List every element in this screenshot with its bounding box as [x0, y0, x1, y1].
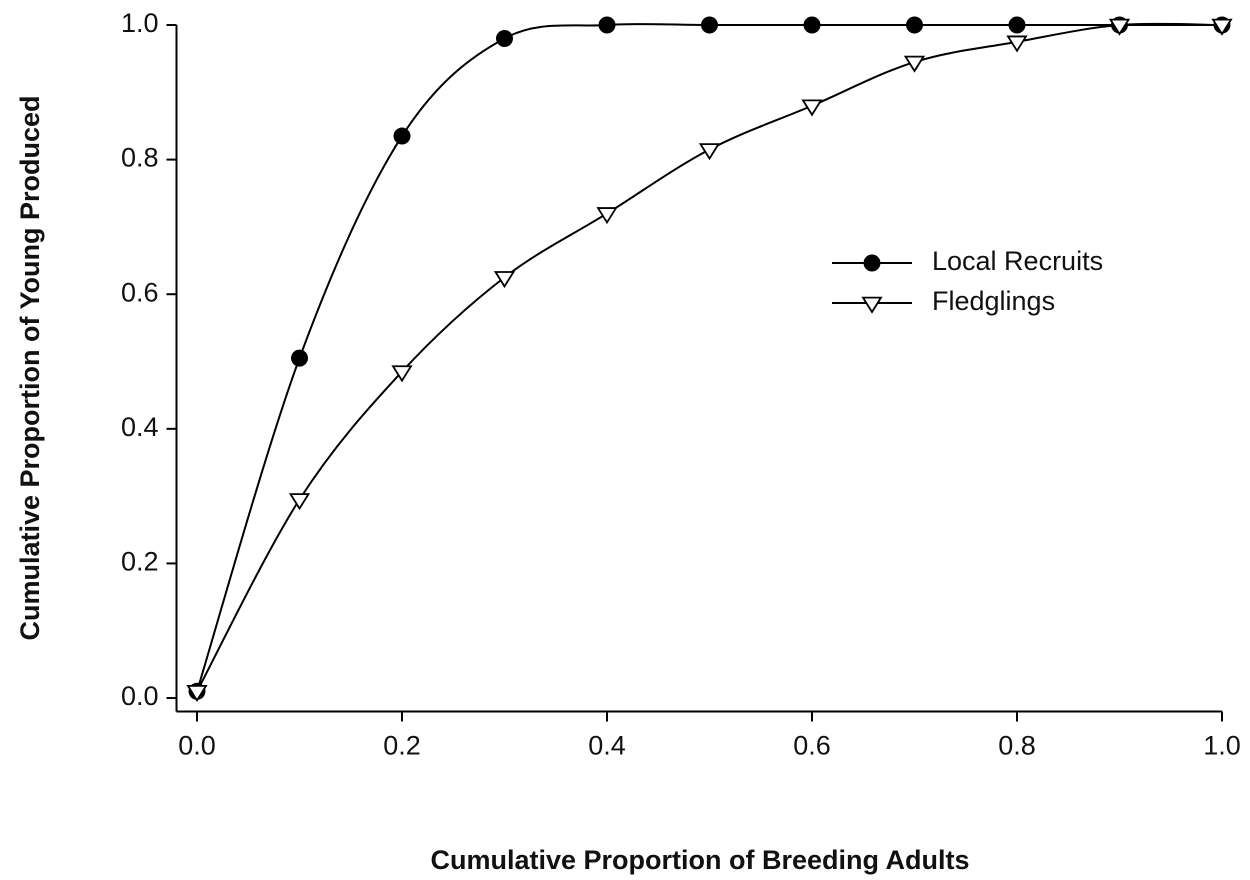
marker [1108, 18, 1131, 36]
marker [186, 685, 208, 703]
x-tick-label: 0.8 [998, 731, 1036, 761]
marker [903, 55, 926, 73]
x-tick-label: 0.0 [178, 731, 216, 761]
marker [391, 365, 413, 383]
series-line [196, 22, 1223, 692]
marker [288, 493, 311, 511]
marker [596, 207, 618, 225]
legend-label: Fledglings [932, 286, 1055, 316]
marker [1211, 18, 1233, 36]
marker [906, 16, 923, 34]
marker [598, 16, 616, 34]
y-tick-label: 0.8 [121, 143, 159, 173]
y-tick-label: 0.2 [121, 547, 159, 577]
marker [698, 143, 721, 161]
legend-marker [861, 296, 883, 314]
y-tick-label: 0.6 [121, 277, 159, 307]
x-axis-title: Cumulative Proportion of Breeding Adults [430, 845, 969, 875]
y-tick-label: 0.4 [121, 412, 159, 442]
y-axis-title: Cumulative Proportion of Young Produced [15, 95, 45, 640]
x-tick-label: 0.4 [588, 731, 626, 761]
x-tick-label: 0.6 [793, 731, 831, 761]
x-tick-label: 1.0 [1203, 731, 1241, 761]
marker [496, 29, 513, 47]
marker [1008, 16, 1026, 34]
marker [493, 271, 516, 289]
series-line [196, 23, 1222, 692]
y-tick-label: 1.0 [121, 8, 159, 38]
marker [393, 127, 411, 145]
legend-label: Local Recruits [932, 246, 1103, 276]
x-tick-label: 0.2 [383, 731, 421, 761]
y-tick-label: 0.0 [121, 681, 159, 711]
marker [803, 16, 821, 34]
marker [1006, 35, 1028, 53]
marker [701, 16, 718, 34]
marker [291, 349, 308, 367]
legend-marker [863, 254, 881, 272]
marker [801, 99, 823, 117]
